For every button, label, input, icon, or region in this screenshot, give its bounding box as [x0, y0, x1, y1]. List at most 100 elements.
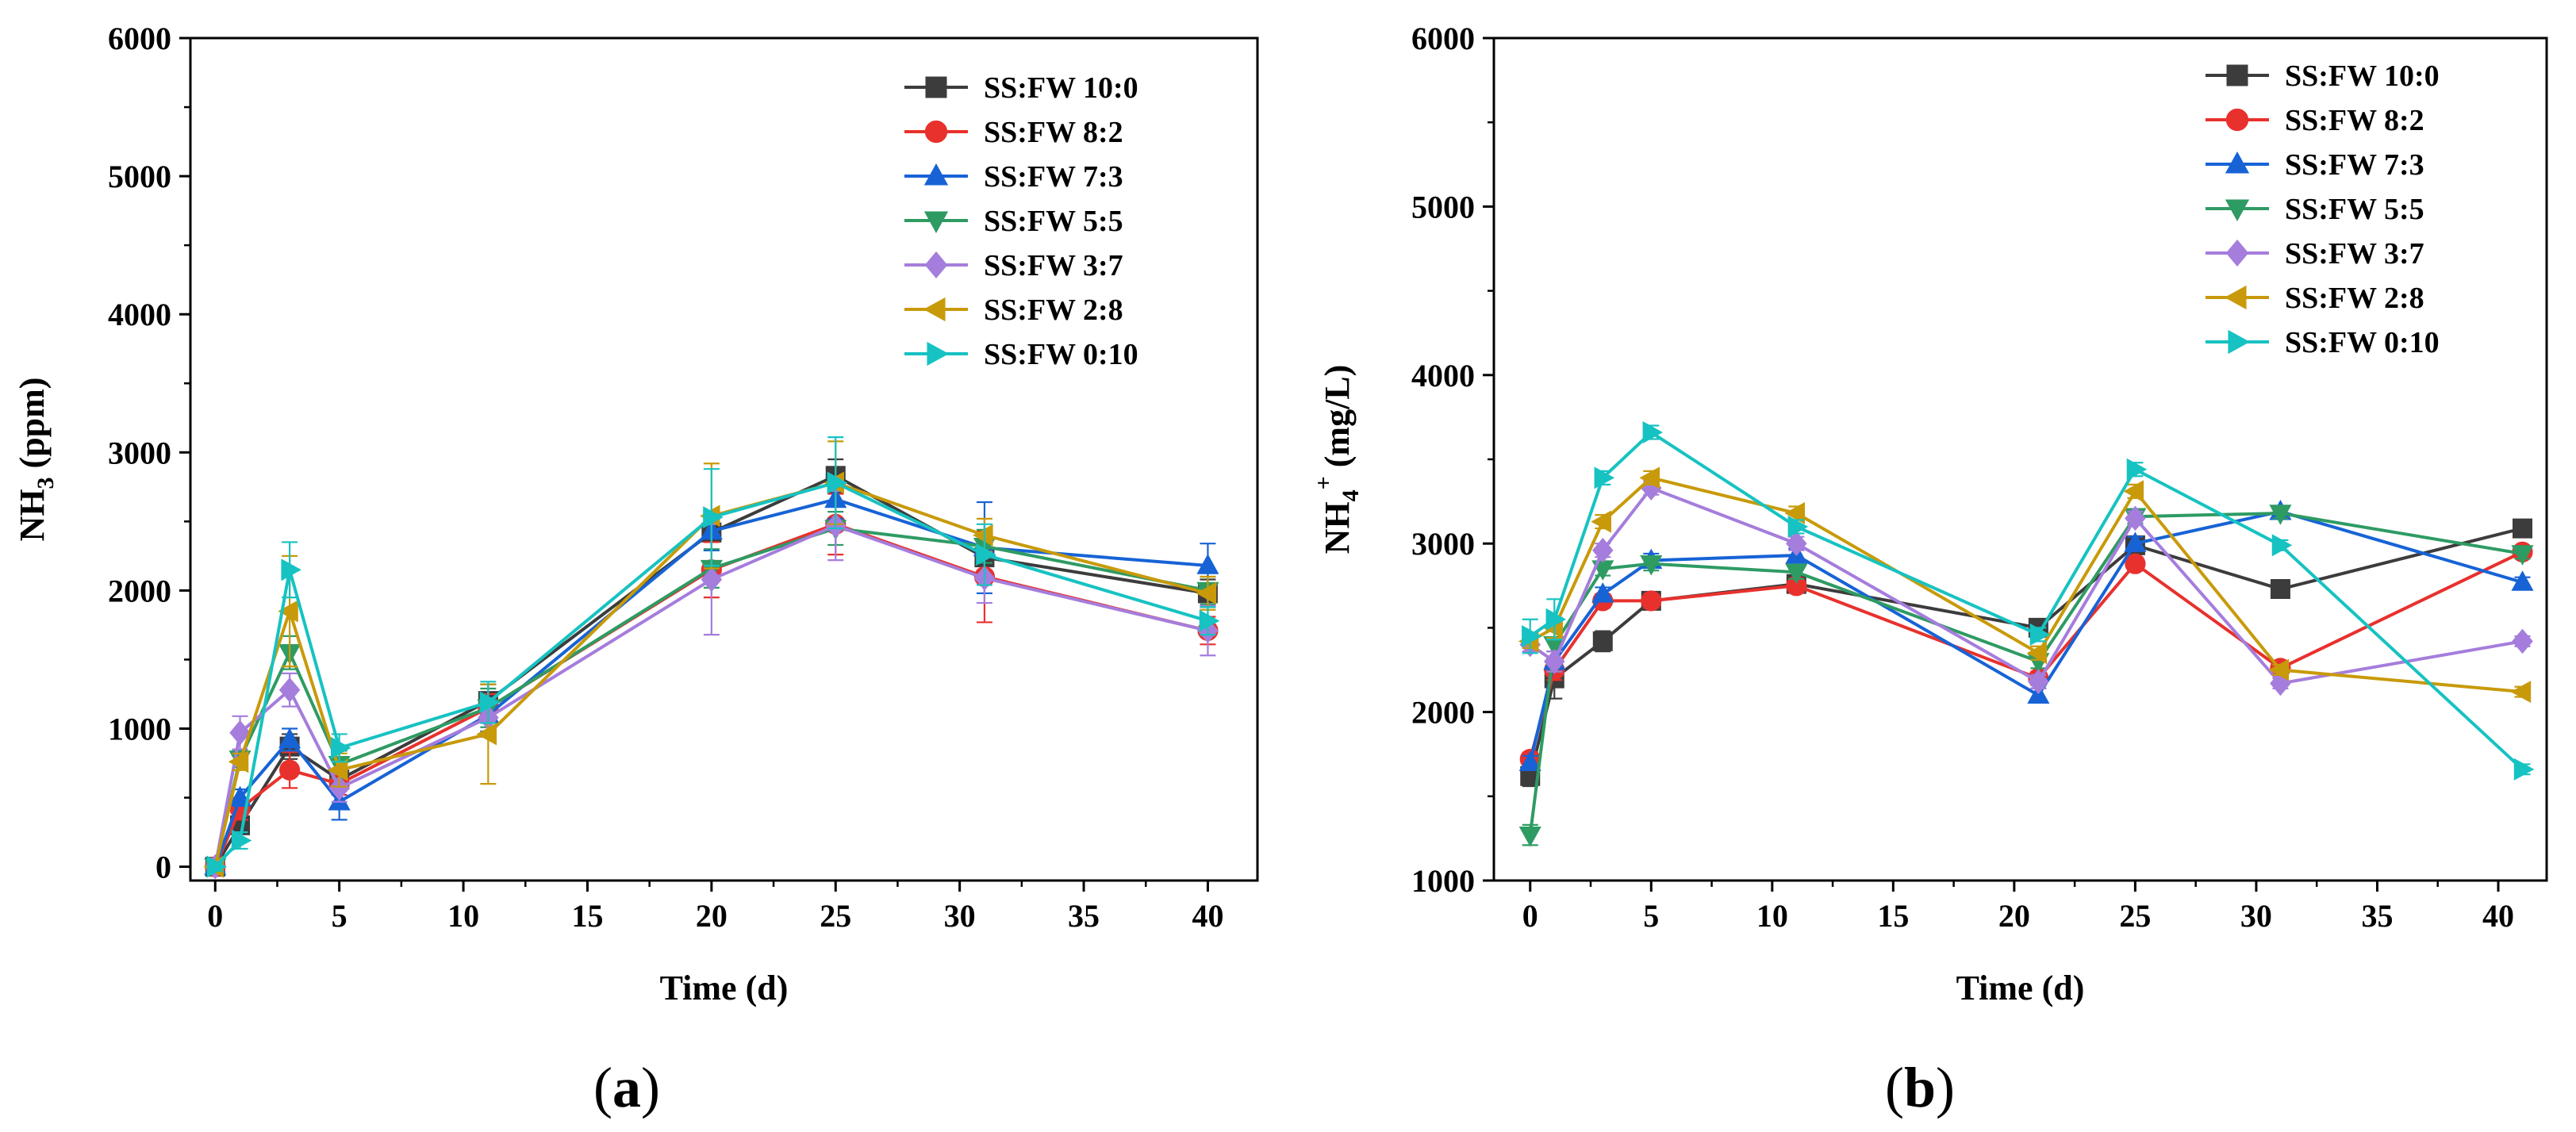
legend-marker: [2225, 285, 2247, 310]
legend-label: SS:FW 7:3: [984, 160, 1123, 194]
legend-label: SS:FW 8:2: [2285, 104, 2424, 137]
panel-label-close: ): [1936, 1056, 1955, 1119]
data-point: [1592, 537, 1614, 563]
legend-label: SS:FW 7:3: [2285, 148, 2424, 182]
x-tick-label: 20: [1998, 898, 2030, 934]
data-point: [206, 855, 228, 878]
data-point: [1786, 531, 1807, 556]
series-line: [1529, 430, 2524, 771]
x-axis-label: Time (d): [660, 969, 789, 1007]
panel-label: (b): [1885, 1056, 1955, 1119]
data-point: [703, 506, 724, 529]
x-tick-label: 15: [571, 898, 603, 934]
y-label-unit: (ppm): [13, 378, 52, 478]
panel-label-close: ): [641, 1056, 660, 1119]
y-tick-label: 3000: [1411, 526, 1475, 562]
data-point: [2268, 658, 2290, 681]
data-point: [2270, 579, 2290, 600]
data-point: [1522, 624, 1542, 648]
data-point: [2126, 458, 2148, 481]
y-tick-label: 3000: [108, 435, 171, 470]
data-point: [2511, 570, 2534, 591]
x-tick-label: 20: [696, 898, 727, 934]
y-label-main: NH: [1318, 501, 1357, 554]
data-point: [1591, 510, 1611, 533]
legend-label: SS:FW 5:5: [2285, 193, 2424, 226]
data-point: [330, 736, 351, 759]
data-point: [2028, 669, 2049, 695]
panel-label-letter: a: [612, 1056, 641, 1119]
y-tick-label: 0: [155, 850, 171, 885]
x-tick-label: 40: [1192, 898, 1223, 934]
data-point: [328, 775, 350, 801]
legend-label: SS:FW 3:7: [984, 249, 1123, 282]
legend-label: SS:FW 2:8: [984, 294, 1123, 327]
panel-label: (a): [593, 1056, 660, 1119]
legend-marker: [924, 251, 948, 279]
y-tick-label: 4000: [108, 297, 171, 332]
data-point: [1196, 554, 1219, 574]
x-tick-label: 30: [944, 898, 976, 934]
data-point: [2512, 518, 2532, 539]
legend-marker: [925, 76, 947, 98]
plot-frame: [189, 36, 1259, 882]
data-point: [1639, 466, 1660, 489]
y-axis-label: NH3 (ppm): [13, 378, 59, 542]
x-tick-label: 5: [332, 898, 347, 934]
x-tick-label: 10: [1756, 898, 1788, 934]
data-point: [278, 600, 298, 623]
data-point: [1642, 420, 1664, 444]
x-tick-label: 0: [207, 898, 223, 934]
y-tick-label: 2000: [1411, 695, 1475, 731]
data-point: [2125, 553, 2146, 574]
data-point: [1641, 590, 1662, 612]
series-ss-fw-7-3: [1518, 500, 2534, 772]
legend-marker: [927, 341, 949, 366]
legend-marker: [2225, 152, 2250, 174]
data-point: [2124, 531, 2147, 552]
y-tick-label: 4000: [1411, 358, 1475, 393]
x-tick-label: 30: [2240, 898, 2272, 934]
y-tick-label: 2000: [108, 573, 171, 608]
data-point: [1594, 466, 1615, 489]
panel-label-open: (: [593, 1056, 612, 1119]
data-point: [2510, 681, 2532, 704]
data-point: [479, 691, 501, 714]
legend-label: SS:FW 3:7: [2285, 237, 2424, 271]
data-point: [973, 524, 993, 547]
legend-marker: [2225, 239, 2249, 267]
legend: SS:FW 10:0 SS:FW 8:2 SS:FW 7:3 SS:FW 5:5 SS:…: [904, 71, 1138, 371]
data-point: [1199, 609, 1220, 632]
data-point: [1518, 826, 1541, 847]
series-line: [1529, 476, 2523, 694]
series-line: [1528, 509, 2524, 763]
y-tick-label: 5000: [1411, 189, 1475, 224]
data-point: [701, 566, 723, 593]
x-tick-label: 10: [447, 898, 479, 934]
panel-label-open: (: [1885, 1056, 1904, 1119]
series-ss-fw-0-10: [206, 436, 1220, 878]
y-tick-label: 6000: [108, 21, 171, 56]
legend-label: SS:FW 0:10: [2285, 326, 2440, 359]
y-tick-label: 1000: [1411, 863, 1475, 899]
y-label-subscript: 3: [33, 477, 59, 489]
x-tick-label: 35: [2361, 898, 2393, 934]
data-point: [1544, 649, 1565, 674]
legend-label: SS:FW 10:0: [2285, 59, 2440, 93]
series-ss-fw-0-10: [1522, 420, 2535, 781]
y-tick-label: 5000: [108, 159, 171, 194]
data-point: [327, 758, 348, 781]
x-tick-label: 25: [820, 898, 851, 934]
x-tick-label: 5: [1643, 898, 1659, 934]
legend-marker: [923, 297, 946, 322]
legend: SS:FW 10:0 SS:FW 8:2 SS:FW 7:3 SS:FW 5:5 SS:…: [2206, 59, 2440, 359]
data-point: [1545, 608, 1567, 631]
data-point: [827, 471, 848, 494]
data-point: [1592, 631, 1613, 651]
data-point: [229, 719, 251, 746]
data-point: [476, 723, 497, 746]
data-point: [231, 829, 252, 852]
legend-label: SS:FW 0:10: [984, 338, 1138, 371]
y-label-main: NH: [13, 489, 52, 541]
